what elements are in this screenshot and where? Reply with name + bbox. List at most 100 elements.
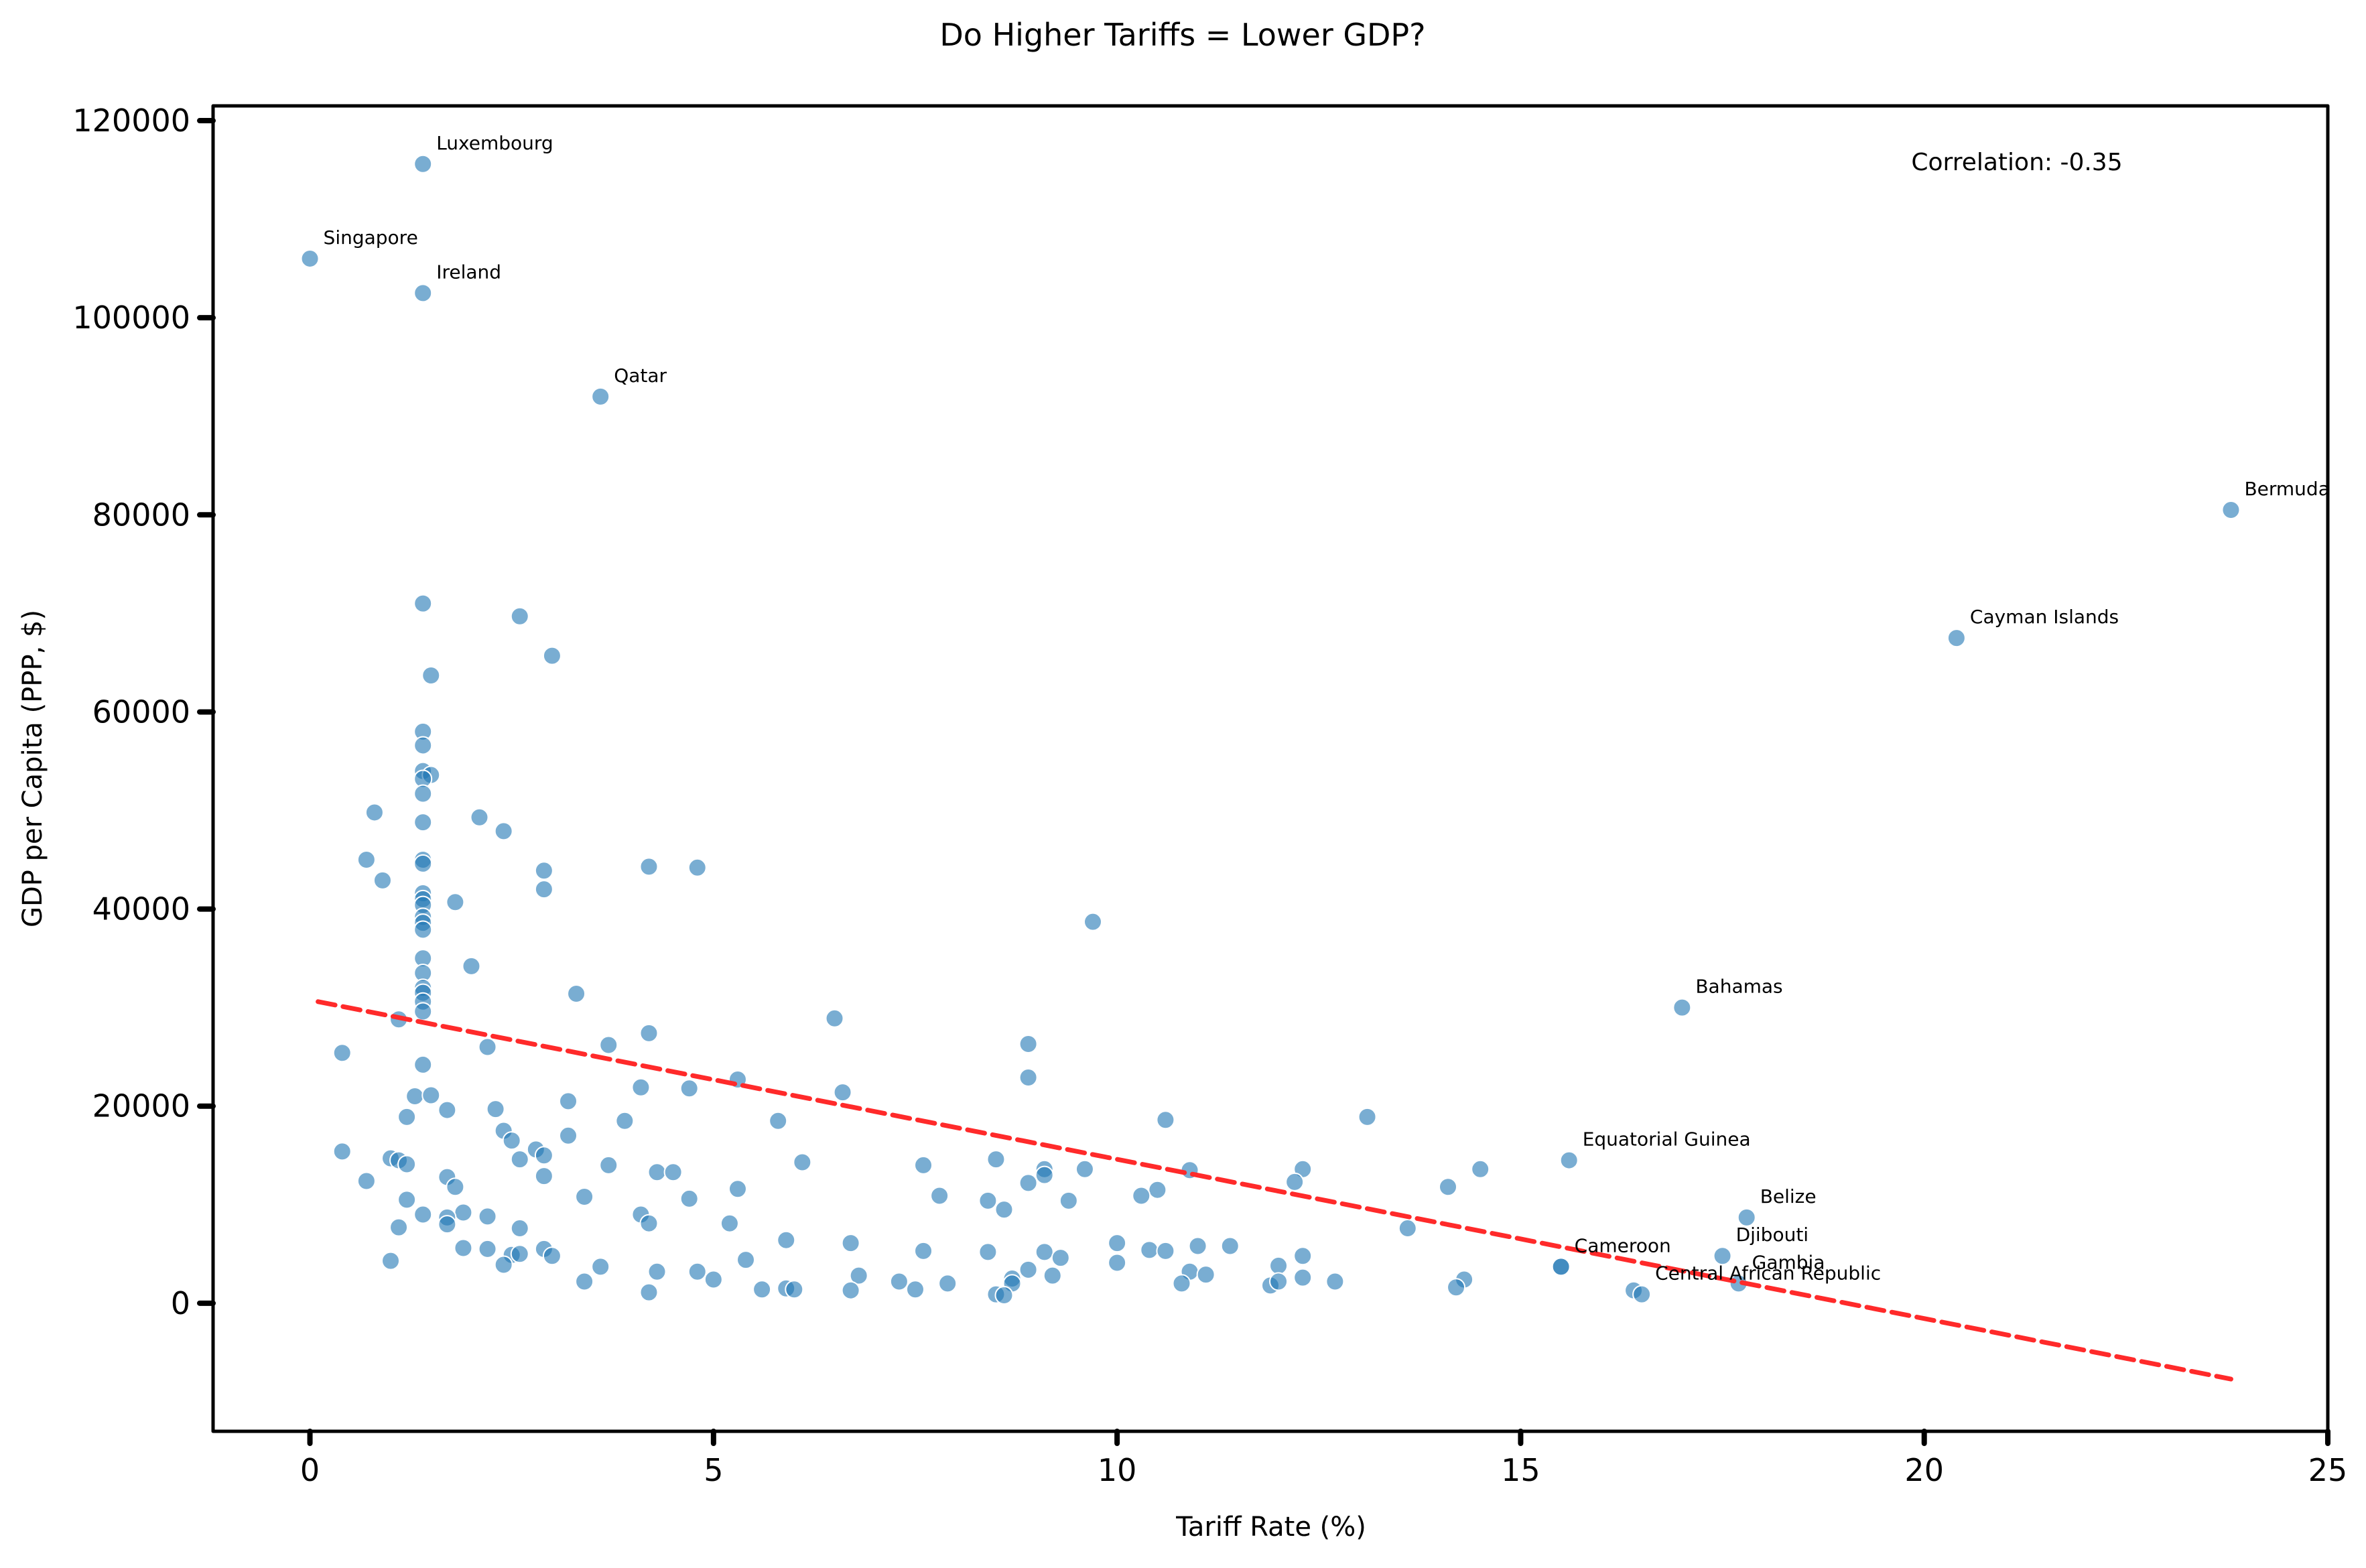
data-point: [1035, 1165, 1054, 1185]
data-point: [994, 1286, 1014, 1305]
data-point: [591, 387, 610, 406]
point-label: Djibouti: [1736, 1224, 1809, 1246]
x-tick-label: 10: [1098, 1452, 1137, 1488]
data-point: [510, 606, 529, 626]
data-point: [1196, 1265, 1215, 1285]
data-point: [462, 956, 481, 976]
data-point: [1293, 1246, 1313, 1266]
data-point: [1439, 1177, 1458, 1197]
data-point: [534, 880, 553, 899]
data-point: [413, 1055, 433, 1074]
y-tick-label: 60000: [92, 694, 190, 730]
y-tick-label: 120000: [72, 103, 190, 139]
data-point: [615, 1111, 635, 1130]
data-point: [599, 1155, 618, 1175]
y-tick-label: 100000: [72, 300, 190, 336]
data-point: [777, 1230, 796, 1250]
y-tick-label: 80000: [92, 497, 190, 533]
point-label: Singapore: [324, 226, 418, 249]
data-point: [889, 1272, 909, 1291]
data-point: [486, 1100, 505, 1119]
data-point: [510, 1150, 529, 1169]
data-point: [1156, 1110, 1175, 1130]
point-label: Qatar: [614, 365, 667, 387]
data-point: [454, 1238, 473, 1258]
tick-layer: 0 5 10 15 20 25 0 20000 40000 60000 80000 100000 120…: [72, 103, 2347, 1488]
data-point: [736, 1250, 756, 1270]
data-point: [639, 1283, 659, 1302]
data-point: [1108, 1253, 1127, 1272]
data-point: [2221, 500, 2241, 519]
data-point: [1108, 1234, 1127, 1253]
data-point: [405, 1086, 425, 1106]
data-point: [1035, 1242, 1054, 1262]
data-point: [413, 1002, 433, 1021]
data-point: [1018, 1173, 1038, 1193]
data-point: [1220, 1236, 1240, 1256]
data-point: [1632, 1285, 1652, 1304]
data-point: [356, 1171, 376, 1191]
data-point: [1059, 1191, 1078, 1210]
data-point: [542, 1246, 562, 1266]
data-point: [534, 861, 553, 880]
data-point: [1285, 1172, 1305, 1191]
point-label: Cameroon: [1575, 1234, 1671, 1256]
data-point: [704, 1270, 723, 1289]
data-point: [663, 1163, 683, 1182]
data-point: [454, 1203, 473, 1222]
data-point: [720, 1214, 739, 1233]
data-point: [1293, 1268, 1313, 1287]
data-point: [421, 666, 441, 685]
data-point: [938, 1274, 958, 1293]
data-point: [365, 803, 384, 822]
trendline: [316, 999, 2233, 1382]
y-tick-label: 40000: [92, 891, 190, 927]
data-point: [905, 1280, 925, 1299]
point-label: Cayman Islands: [1970, 606, 2119, 628]
data-point: [930, 1186, 949, 1205]
data-point: [542, 646, 562, 665]
data-point: [534, 1167, 553, 1186]
data-point: [841, 1234, 860, 1253]
data-point: [679, 1079, 699, 1098]
data-point: [1737, 1207, 1756, 1227]
data-point: [1559, 1151, 1579, 1170]
data-point: [793, 1153, 812, 1172]
data-point: [1132, 1186, 1151, 1205]
data-point: [1398, 1219, 1417, 1238]
data-point: [639, 1214, 659, 1233]
data-point: [1447, 1278, 1466, 1297]
plot-frame: [211, 104, 2330, 1433]
data-points-layer: [300, 154, 2241, 1305]
data-point: [438, 1215, 457, 1234]
data-point: [332, 1142, 352, 1161]
data-point: [1269, 1272, 1289, 1291]
data-point: [1188, 1236, 1207, 1256]
data-point: [389, 1218, 409, 1237]
data-point: [478, 1207, 497, 1226]
data-point: [438, 1100, 457, 1120]
data-point: [413, 813, 433, 832]
data-point: [494, 1255, 513, 1275]
data-point: [446, 893, 465, 912]
data-point: [356, 850, 376, 870]
data-point: [1083, 912, 1102, 931]
data-point: [575, 1187, 594, 1206]
data-point: [1043, 1266, 1062, 1285]
chart-title: Do Higher Tariffs = Lower GDP?: [939, 17, 1425, 53]
data-point: [413, 784, 433, 803]
data-point: [849, 1266, 868, 1285]
data-point: [599, 1035, 618, 1055]
data-point: [1075, 1159, 1094, 1179]
data-point: [1018, 1068, 1038, 1088]
point-label: Ireland: [436, 261, 501, 283]
data-point: [300, 249, 320, 268]
point-label: Central African Republic: [1655, 1262, 1881, 1285]
data-point: [510, 1244, 529, 1264]
data-point: [639, 857, 659, 876]
data-point: [413, 920, 433, 939]
data-point: [687, 858, 707, 877]
x-tick-label: 0: [300, 1452, 320, 1488]
